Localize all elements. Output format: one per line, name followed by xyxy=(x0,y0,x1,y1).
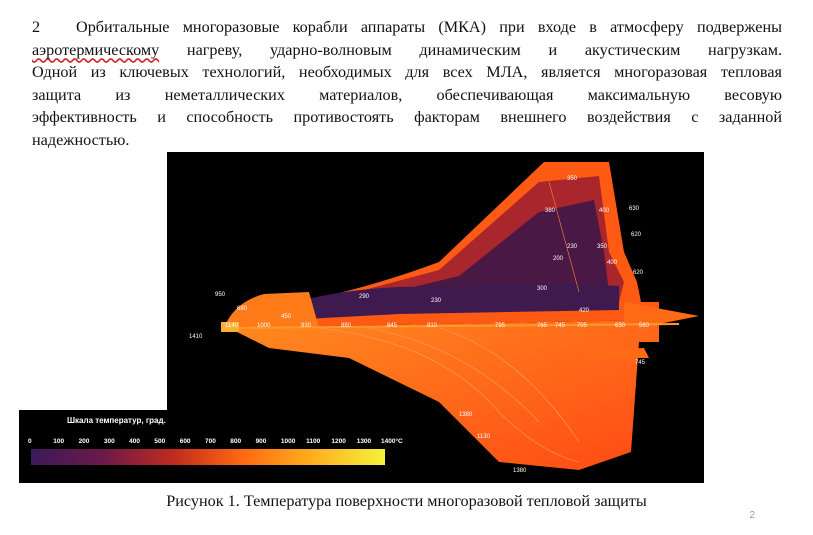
tail-fin-upper xyxy=(624,302,699,324)
scale-tick-label: 300 xyxy=(104,438,115,445)
scale-tick-label: 100 xyxy=(53,438,64,445)
body-paragraph: 2 Орбитальные многоразовые корабли аппара… xyxy=(32,16,782,151)
scale-tick-label: 1200 xyxy=(331,438,346,445)
scale-tick-label: 1400°C xyxy=(381,437,403,445)
upper-temperature-labels: 350 380 400 630 620 230 350 200 400 620 … xyxy=(215,176,644,320)
scale-tick-label: 1000 xyxy=(281,438,296,445)
scale-tick-label: 400 xyxy=(129,438,140,445)
scale-tick-label: 900 xyxy=(256,438,267,445)
temp-label: 420 xyxy=(579,308,590,314)
fuselage-top xyxy=(249,284,619,322)
scale-title: Шкала температур, град. xyxy=(67,416,166,425)
temp-label: 1000 xyxy=(257,323,271,329)
temp-label: 1140 xyxy=(225,323,239,329)
temp-label: 200 xyxy=(553,256,564,262)
paragraph-line-1: 2 Орбитальные многоразовые корабли аппара… xyxy=(32,16,782,39)
temp-label: 705 xyxy=(577,323,588,329)
lower-wing xyxy=(229,320,659,470)
spellcheck-underlined-word: аэротермическому xyxy=(32,40,160,59)
nose xyxy=(224,292,319,328)
paragraph-line-2: аэротермическому нагреву, ударно-волновы… xyxy=(32,40,782,59)
shuttle-temperature-map: 350 380 400 630 620 230 350 200 400 620 … xyxy=(19,152,704,483)
paragraph-number: 2 xyxy=(32,18,41,36)
temp-label: 630 xyxy=(615,323,626,329)
temp-label: 680 xyxy=(237,306,248,312)
temp-label: 230 xyxy=(431,298,442,304)
scale-tick-label: 500 xyxy=(154,438,165,445)
centerline xyxy=(223,323,680,329)
tail-fin-lower xyxy=(589,348,649,358)
temp-label: 745 xyxy=(635,360,646,366)
temp-label: 765 xyxy=(537,323,548,329)
scale-tick-label: 700 xyxy=(205,438,216,445)
temp-label: 1130 xyxy=(477,434,491,440)
temp-label: 1410 xyxy=(189,334,203,340)
lower-temperature-labels: 745 1380 1130 1380 xyxy=(459,360,646,474)
temp-label: 350 xyxy=(567,176,578,182)
temp-label: 400 xyxy=(607,260,618,266)
paragraph-line-6: надежностью. xyxy=(32,130,130,149)
temp-label: 230 xyxy=(567,244,578,250)
temp-label: 745 xyxy=(555,323,566,329)
scale-color-bar xyxy=(31,449,385,465)
temp-label: 1380 xyxy=(459,412,473,418)
temp-label: 450 xyxy=(281,314,292,320)
paragraph-line-3: Одной из ключевых технологий, необходимы… xyxy=(32,63,782,81)
page-number: 2 xyxy=(749,510,755,521)
temp-label: 880 xyxy=(341,323,352,329)
temp-label: 400 xyxy=(599,208,610,214)
scale-tick-label: 800 xyxy=(230,438,241,445)
scale-tick-label: 200 xyxy=(79,438,90,445)
temp-label: 630 xyxy=(629,206,640,212)
temp-label: 560 xyxy=(639,323,650,329)
paragraph-line-4: защита из неметаллических материалов, об… xyxy=(32,85,782,104)
scale-tick-label: 1100 xyxy=(306,438,320,445)
temp-label: 350 xyxy=(597,244,608,250)
scale-background xyxy=(19,410,167,483)
temp-label: 795 xyxy=(495,323,506,329)
scale-tick-labels: 0 100 200 300 400 500 600 700 800 900 1000 1100 1200… xyxy=(28,437,403,445)
temp-label: 300 xyxy=(537,286,548,292)
figure-caption: Рисунок 1. Температура поверхности много… xyxy=(166,492,647,510)
nose-tip xyxy=(221,322,239,332)
scale-tick-label: 600 xyxy=(180,438,191,445)
temp-label: 620 xyxy=(633,270,644,276)
temp-label: 930 xyxy=(301,323,312,329)
scale-tick-label: 0 xyxy=(28,438,32,445)
temp-label: 620 xyxy=(631,232,642,238)
upper-wing-coolest-zone xyxy=(359,200,609,306)
temp-label: 290 xyxy=(359,294,370,300)
centerline-temperature-labels: 1410 1140 1000 930 880 845 810 795 765 7… xyxy=(189,323,650,340)
temp-label: 950 xyxy=(215,292,226,298)
scale-tick-label: 1300 xyxy=(357,438,372,445)
shuttle-temperature-figure: 350 380 400 630 620 230 350 200 400 620 … xyxy=(19,152,704,483)
temp-label: 845 xyxy=(387,323,398,329)
temp-label: 380 xyxy=(545,208,556,214)
temp-label: 1380 xyxy=(513,468,527,474)
temp-label: 810 xyxy=(427,323,438,329)
paragraph-line-5: эффективность и способность противостоят… xyxy=(32,108,782,126)
